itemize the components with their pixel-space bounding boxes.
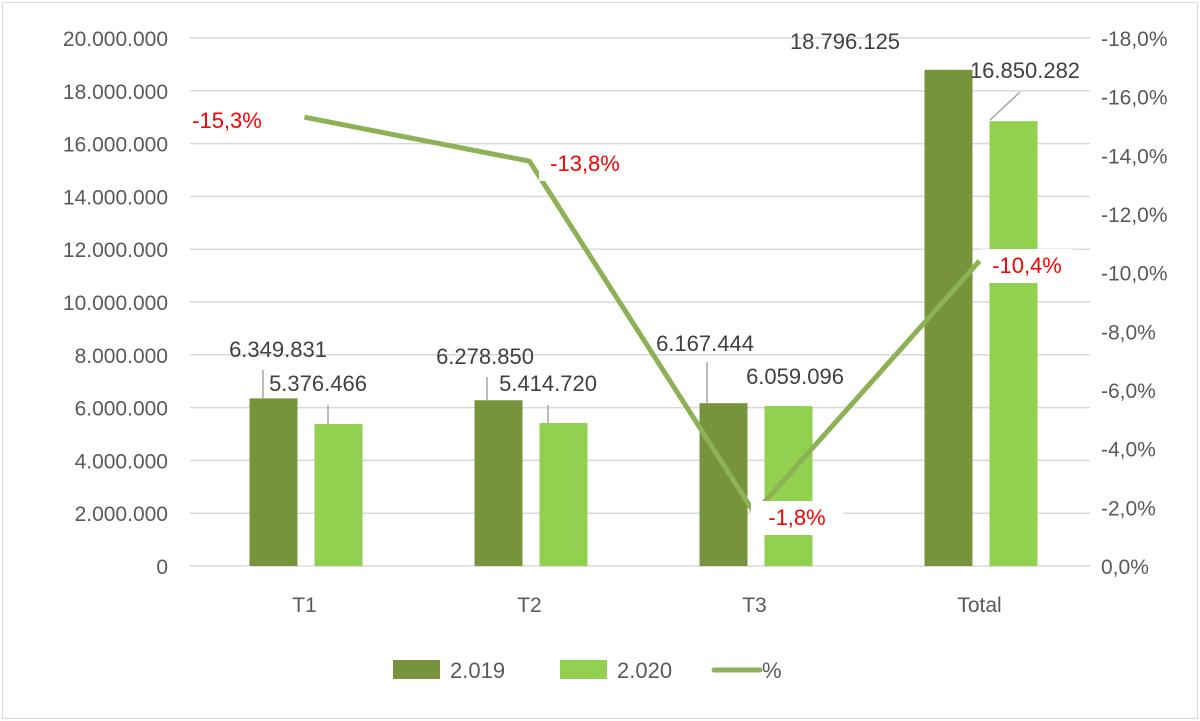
bar-data-label: 6.059.096 [746,364,844,389]
y-left-tick-label: 4.000.000 [75,450,168,473]
y-left-tick-label: 0 [156,556,168,579]
y-left-tick-label: 16.000.000 [63,134,168,157]
x-tick-label: T1 [292,594,317,617]
bar-data-label: 5.414.720 [499,371,597,396]
line-percent [304,114,982,516]
legend-label-2019: 2.019 [450,658,505,683]
y-left-tick-label: 12.000.000 [63,239,168,262]
y-left-tick-label: 6.000.000 [75,398,168,421]
bar-2020-t1 [314,424,363,566]
y-right-tick-label: -4,0% [1101,439,1156,462]
x-tick-label: T2 [517,594,542,617]
bar-2019-t1 [249,398,298,566]
bar-data-label: 6.278.850 [436,344,534,369]
x-tick-label: T3 [742,594,767,617]
y-left-tick-label: 8.000.000 [75,345,168,368]
bar-data-label: 6.167.444 [656,331,754,356]
y-left-tick-label: 18.000.000 [63,81,168,104]
y-right-tick-label: -6,0% [1101,380,1156,403]
y-right-tick-label: -18,0% [1101,28,1168,51]
bar-2020-t2 [539,423,588,566]
y-left-tick-label: 20.000.000 [63,28,168,51]
legend-label-percent: % [762,658,782,683]
bar-data-label: 6.349.831 [229,337,327,362]
x-tick-label: Total [957,594,1001,617]
percent-data-label: -10,4% [992,253,1062,278]
percent-data-label: -15,3% [192,108,262,133]
bar-data-label: 18.796.125 [790,29,900,54]
legend-swatch-2020 [560,660,607,679]
bar-2019-total [924,69,973,567]
bar-2020-t3 [764,406,813,566]
y-left-tick-label: 10.000.000 [63,292,168,315]
y-left-tick-label: 2.000.000 [75,503,168,526]
bar-2020-total [989,121,1038,566]
bar-data-label: 5.376.466 [269,371,367,396]
percent-label-bg [751,501,843,535]
bar-data-label: 16.850.282 [970,58,1080,83]
legend-swatch-2019 [393,660,440,679]
percent-data-label: -1,8% [768,505,825,530]
legend-label-2020: 2.020 [617,658,672,683]
y-right-tick-label: -12,0% [1101,204,1168,227]
y-right-tick-label: -16,0% [1101,87,1168,110]
bar-2019-t2 [474,400,523,566]
percent-data-label: -13,8% [550,151,620,176]
bar-2019-t3 [699,403,748,566]
y-right-tick-label: 0,0% [1101,556,1149,579]
y-right-tick-label: -14,0% [1101,145,1168,168]
y-right-tick-label: -10,0% [1101,263,1168,286]
percent-label-bg [539,147,631,181]
y-left-tick-label: 14.000.000 [63,186,168,209]
percent-label-bg [981,249,1073,283]
percent-label-bg [181,104,273,138]
y-right-tick-label: -2,0% [1101,497,1156,520]
leader-line [989,91,1021,121]
y-right-tick-label: -8,0% [1101,321,1156,344]
